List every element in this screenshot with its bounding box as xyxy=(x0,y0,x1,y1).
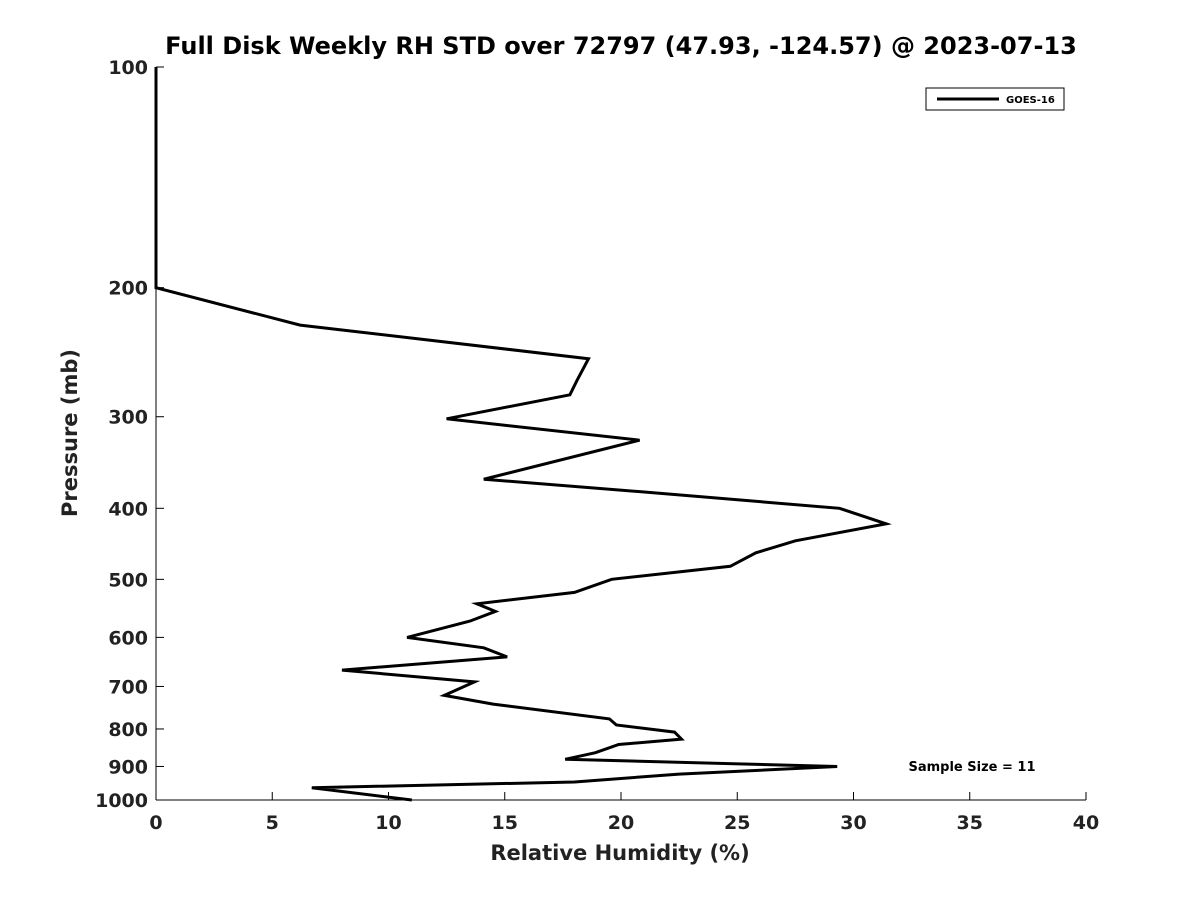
y-tick-label: 1000 xyxy=(95,790,148,812)
legend-label: GOES-16 xyxy=(1006,95,1055,106)
y-tick-label: 800 xyxy=(108,719,148,741)
legend: GOES-16 xyxy=(925,87,1065,111)
y-tick-label: 100 xyxy=(108,57,148,79)
x-tick-label: 5 xyxy=(266,812,279,834)
axes xyxy=(155,67,1086,801)
chart-title: Full Disk Weekly RH STD over 72797 (47.9… xyxy=(165,32,1077,60)
sample-size-annotation: Sample Size = 11 xyxy=(908,760,1035,775)
y-tick-label: 700 xyxy=(108,676,148,698)
y-tick-label: 600 xyxy=(108,627,148,649)
x-tick-label: 15 xyxy=(492,812,518,834)
x-tick-label: 20 xyxy=(608,812,634,834)
x-tick-label: 40 xyxy=(1073,812,1099,834)
axis-ticks: 0 5 10 15 20 25 30 35 40 100 200 300 400 500 600 700 800… xyxy=(95,57,1099,834)
series-line-goes-16 xyxy=(154,67,892,802)
y-tick-label: 200 xyxy=(108,278,148,300)
y-axis-label: Pressure (mb) xyxy=(58,349,82,517)
y-tick-label: 500 xyxy=(108,569,148,591)
x-tick-label: 0 xyxy=(149,812,162,834)
y-tick-label: 900 xyxy=(108,756,148,778)
x-tick-label: 25 xyxy=(724,812,750,834)
y-tick-label: 400 xyxy=(108,498,148,520)
x-tick-label: 30 xyxy=(840,812,866,834)
x-tick-label: 10 xyxy=(375,812,401,834)
y-tick-label: 300 xyxy=(108,407,148,429)
x-tick-label: 35 xyxy=(957,812,983,834)
x-axis-label: Relative Humidity (%) xyxy=(490,841,749,865)
series-layer xyxy=(154,67,892,802)
